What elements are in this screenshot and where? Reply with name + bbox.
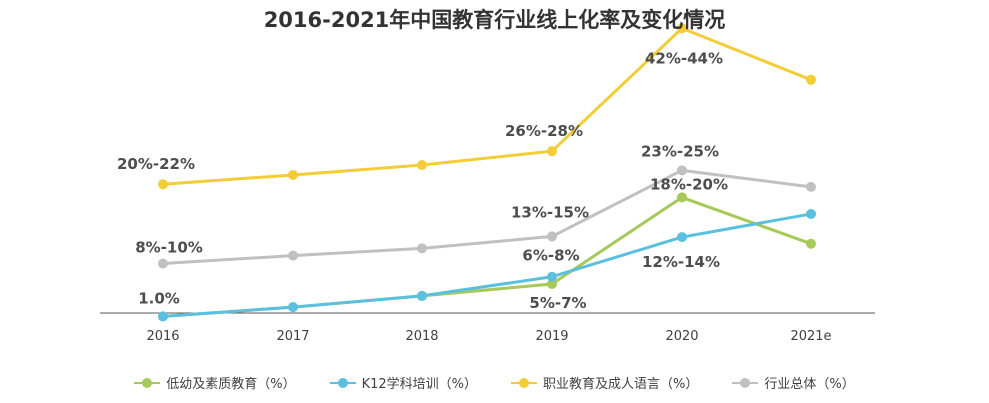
data-point-early-quality-2019 <box>547 279 557 290</box>
data-point-industry-total-2016 <box>158 258 168 269</box>
chart-title: 2016-2021年中国教育行业线上化率及变化情况 <box>263 8 726 32</box>
data-label-1-0: 1.0% <box>138 289 180 307</box>
legend-swatch-early-quality <box>134 377 161 389</box>
legend-item-early-quality: 低幼及素质教育（%） <box>134 373 296 392</box>
x-tick-label-2017: 2017 <box>276 329 309 344</box>
data-point-vocational-2019 <box>547 146 557 157</box>
data-point-k12-2021e <box>806 208 816 219</box>
data-point-k12-2018 <box>417 290 427 301</box>
data-label-18-20: 18%-20% <box>650 175 728 193</box>
data-point-k12-2016 <box>158 311 168 322</box>
x-tick-label-2019: 2019 <box>535 329 568 344</box>
legend-item-industry-total: 行业总体（%） <box>732 373 855 392</box>
data-label-6-8: 6%-8% <box>522 247 579 265</box>
data-label-12-14: 12%-14% <box>642 253 720 271</box>
data-point-early-quality-2020 <box>677 192 687 203</box>
data-point-vocational-2018 <box>417 160 427 171</box>
series-line-industry-total <box>161 168 813 266</box>
legend-item-vocational: 职业教育及成人语言（%） <box>511 373 698 392</box>
data-point-industry-total-2020 <box>677 165 687 176</box>
legend-swatch-k12 <box>329 377 356 389</box>
x-tick-label-2020: 2020 <box>665 329 698 344</box>
data-label-42-44: 42%-44% <box>645 49 723 67</box>
data-label-23-25: 23%-25% <box>641 142 719 160</box>
data-point-k12-2020 <box>677 232 687 243</box>
data-label-26-28: 26%-28% <box>505 122 583 140</box>
legend-swatch-vocational <box>511 377 538 389</box>
data-point-vocational-2020 <box>677 23 687 34</box>
legend-item-k12: K12学科培训（%） <box>329 373 478 392</box>
data-label-20-22: 20%-22% <box>117 155 195 173</box>
data-label-13-15: 13%-15% <box>511 203 589 221</box>
series-line-k12 <box>161 212 813 318</box>
legend-label-industry-total: 行业总体（%） <box>764 377 855 392</box>
data-label-5-7: 5%-7% <box>529 294 586 312</box>
x-tick-label-2021e: 2021e <box>790 329 831 344</box>
data-point-vocational-2021e <box>806 74 816 85</box>
data-label-8-10: 8%-10% <box>135 239 203 257</box>
data-point-industry-total-2019 <box>547 231 557 242</box>
x-tick-label-2018: 2018 <box>405 329 438 344</box>
legend-swatch-industry-total <box>732 377 759 389</box>
legend-label-early-quality: 低幼及素质教育（%） <box>166 377 296 392</box>
data-point-vocational-2017 <box>288 169 298 180</box>
legend-label-k12: K12学科培训（%） <box>361 377 478 392</box>
data-point-early-quality-2021e <box>806 238 816 249</box>
data-point-industry-total-2017 <box>288 250 298 261</box>
data-point-k12-2017 <box>288 302 298 313</box>
data-point-industry-total-2018 <box>417 243 427 254</box>
data-point-k12-2019 <box>547 271 557 282</box>
series-line-vocational <box>161 26 813 186</box>
x-tick-label-2016: 2016 <box>146 329 179 344</box>
data-point-vocational-2016 <box>158 179 168 190</box>
chart-legend: 低幼及素质教育（%） K12学科培训（%） 职业教育及成人语言（%） 行业总体（… <box>0 373 989 392</box>
data-point-industry-total-2021e <box>806 181 816 192</box>
legend-label-vocational: 职业教育及成人语言（%） <box>543 377 699 392</box>
